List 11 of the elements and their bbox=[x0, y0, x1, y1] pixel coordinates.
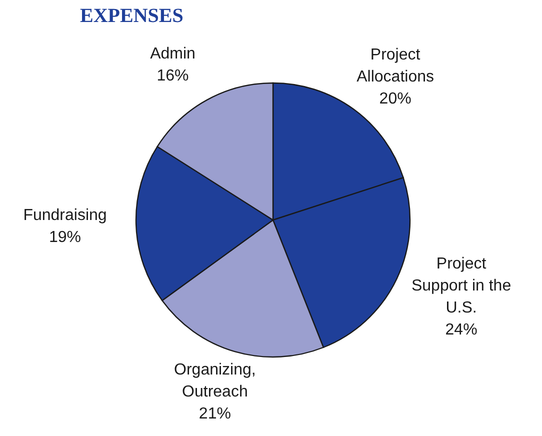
data-label: 24% bbox=[445, 321, 478, 338]
slice-label: Fundraising bbox=[23, 207, 107, 224]
slice-label: Project Support in the U.S. bbox=[411, 255, 512, 316]
data-label: 19% bbox=[48, 229, 82, 246]
chart-title: EXPENSES bbox=[80, 5, 184, 27]
data-label: 21% bbox=[198, 406, 231, 423]
slice-label: Admin bbox=[150, 46, 196, 63]
slice-label: Project Allocations bbox=[356, 46, 434, 86]
slice-label: Organizing, Outreach bbox=[174, 362, 256, 401]
data-label: 20% bbox=[379, 90, 412, 108]
data-label: 16% bbox=[156, 68, 189, 85]
